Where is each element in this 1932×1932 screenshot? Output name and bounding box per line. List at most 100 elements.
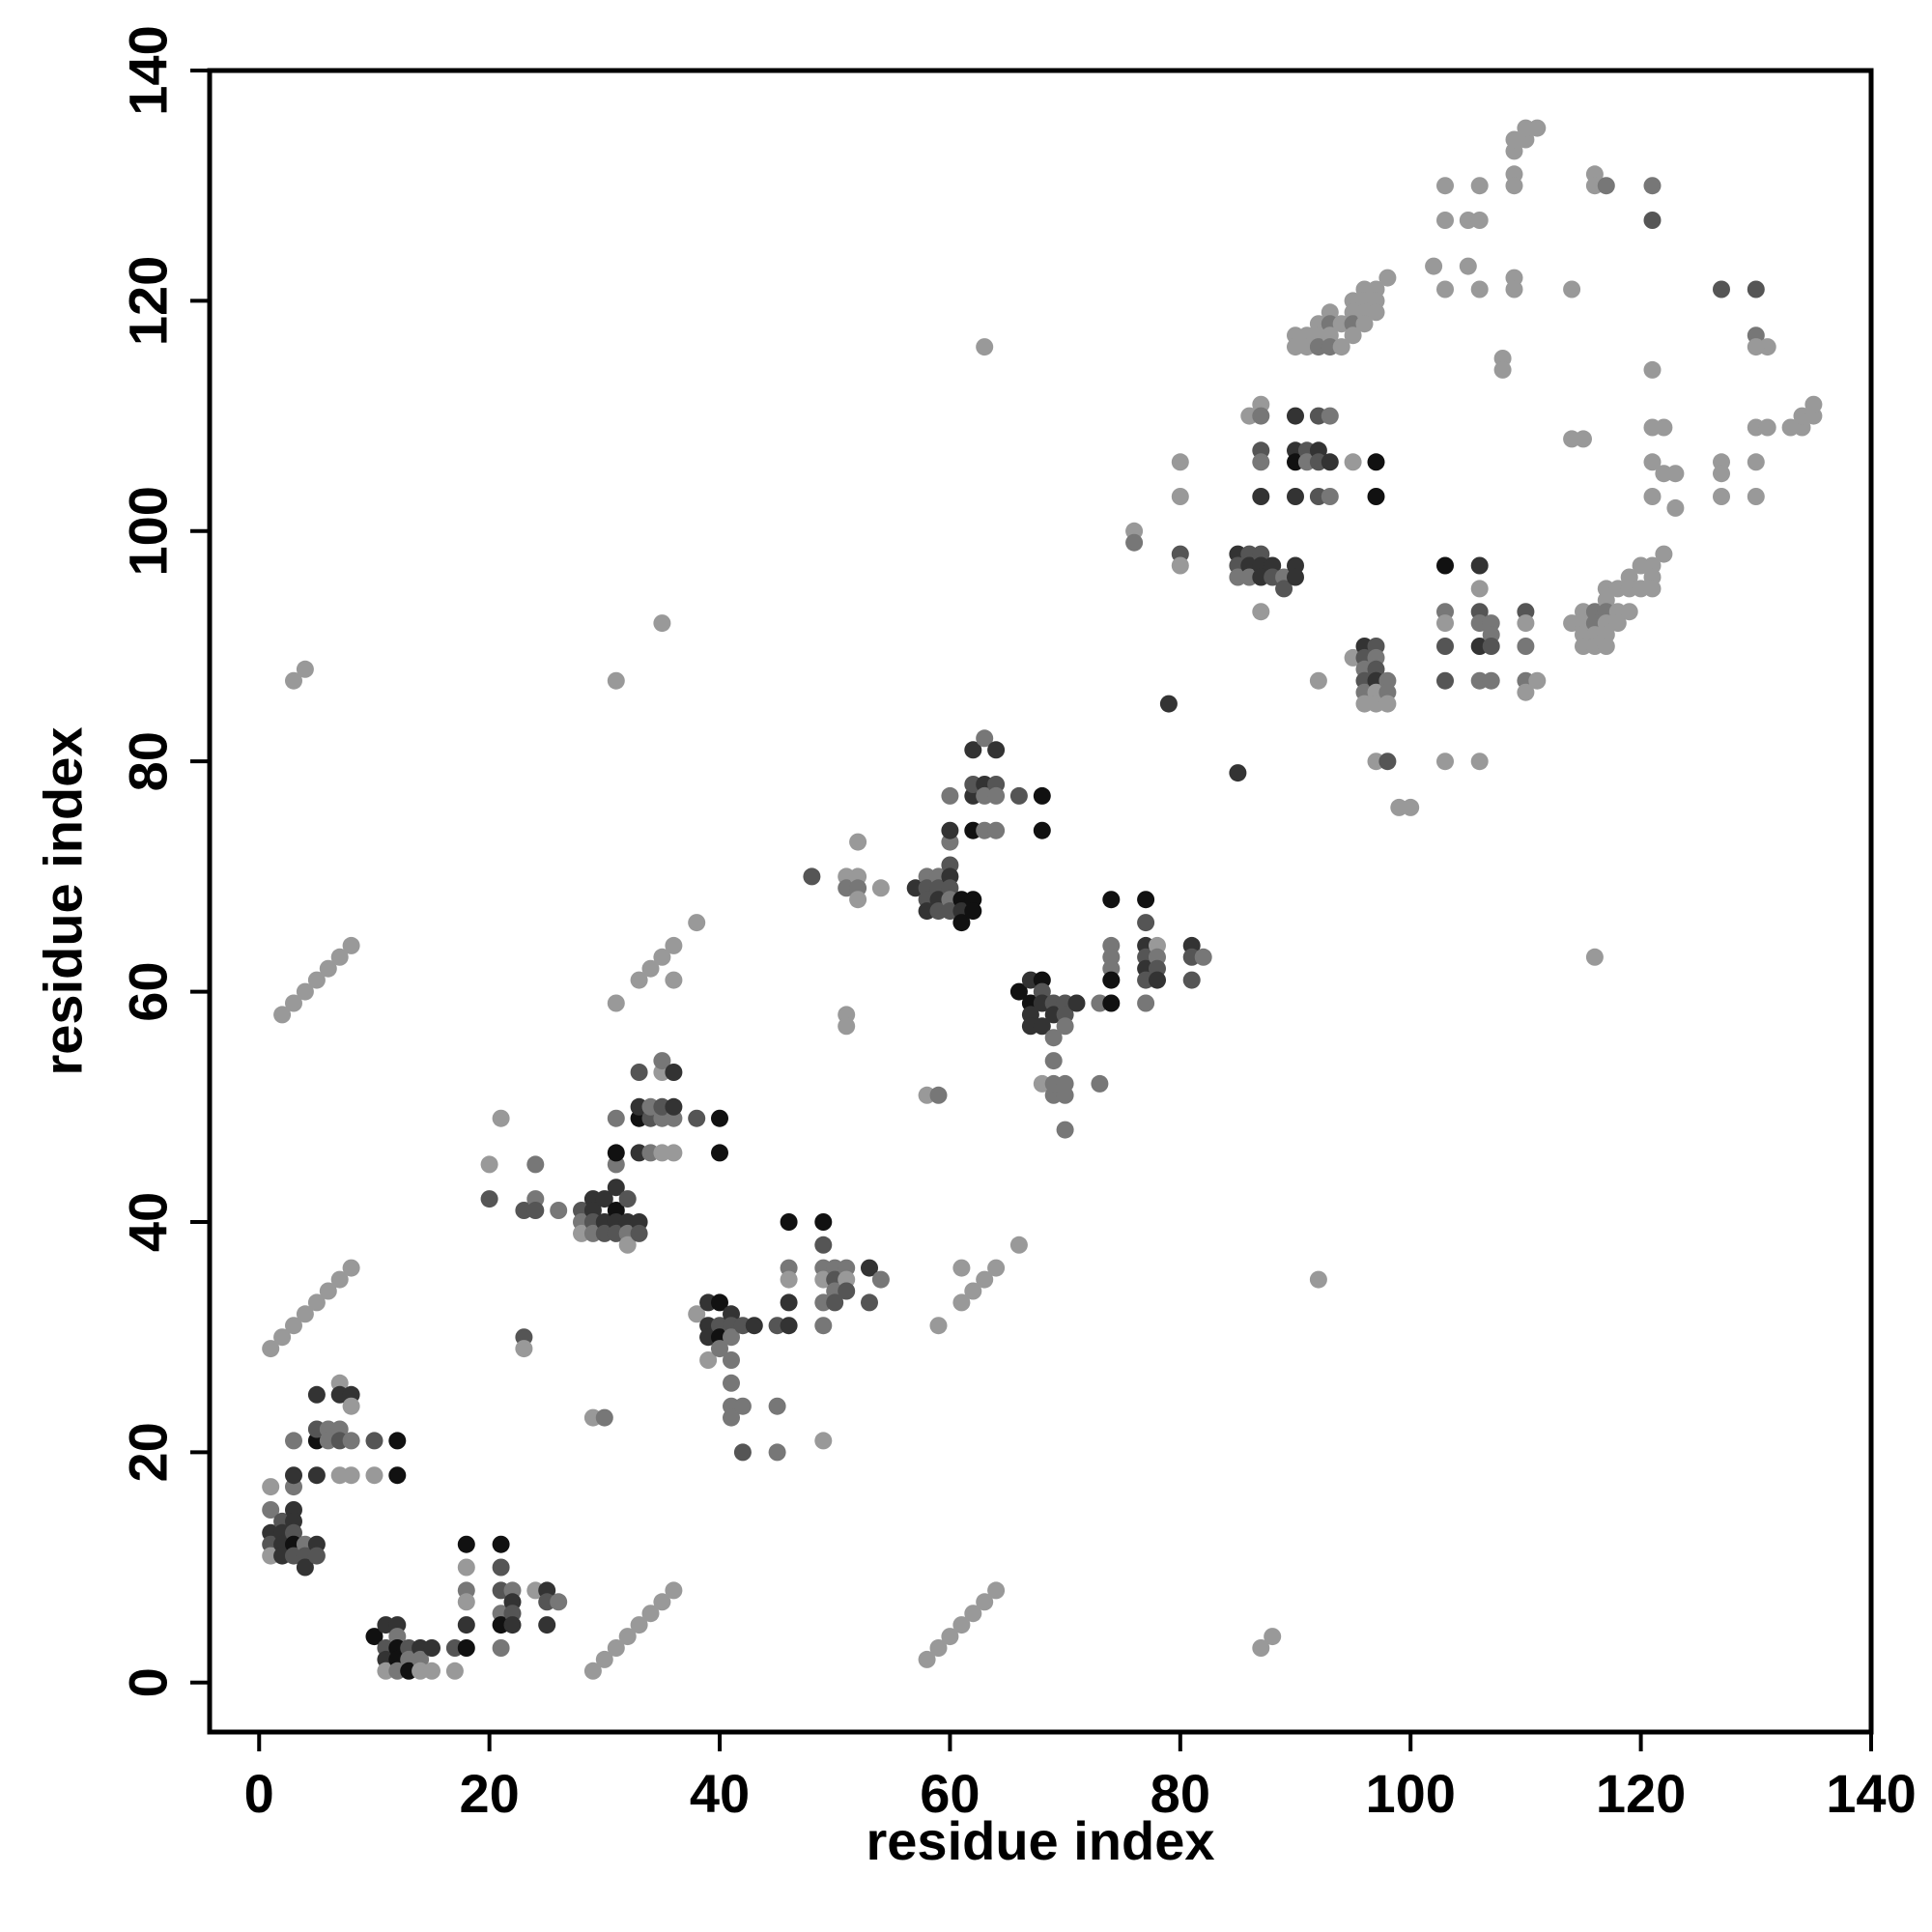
- data-point: [423, 1639, 440, 1657]
- data-point: [699, 1351, 718, 1369]
- data-point: [1747, 488, 1765, 505]
- data-point: [607, 1179, 625, 1197]
- y-axis-title: residue index: [33, 726, 94, 1075]
- data-point: [607, 1109, 625, 1127]
- data-point: [653, 1052, 671, 1070]
- data-point: [1344, 453, 1362, 471]
- data-point: [538, 1616, 556, 1634]
- data-point: [607, 671, 625, 690]
- data-point: [1229, 764, 1247, 782]
- data-point: [480, 1190, 498, 1208]
- data-point: [607, 1144, 625, 1162]
- data-point: [1482, 638, 1500, 655]
- data-point: [1425, 257, 1443, 275]
- data-point: [1009, 982, 1028, 1001]
- data-point: [1321, 407, 1339, 425]
- data-point: [814, 1213, 833, 1231]
- data-point: [1470, 753, 1489, 771]
- data-point: [987, 1259, 1006, 1277]
- data-point: [1436, 753, 1454, 771]
- data-point: [457, 1593, 475, 1611]
- data-point: [296, 660, 314, 678]
- data-point: [1044, 1052, 1063, 1070]
- data-point: [711, 1340, 728, 1358]
- data-point: [723, 1408, 740, 1427]
- data-point: [492, 1535, 510, 1553]
- x-axis-title: residue index: [866, 1810, 1214, 1871]
- data-point: [1171, 488, 1189, 505]
- data-point: [630, 971, 648, 989]
- data-point: [780, 1317, 798, 1335]
- data-point: [964, 902, 982, 921]
- data-point: [929, 1086, 948, 1104]
- data-point: [285, 671, 302, 690]
- data-point: [583, 1662, 602, 1680]
- data-point: [1517, 638, 1535, 655]
- x-tick-label: 100: [1365, 1763, 1455, 1824]
- data-point: [929, 1317, 948, 1335]
- data-point: [262, 1478, 280, 1496]
- data-point: [1321, 488, 1339, 505]
- data-point: [630, 1064, 648, 1081]
- data-point: [780, 1270, 798, 1289]
- data-point: [1528, 119, 1547, 137]
- data-point: [849, 833, 867, 851]
- data-point: [1563, 430, 1581, 448]
- data-point: [665, 1097, 683, 1116]
- data-point: [641, 1605, 660, 1623]
- data-point: [1459, 257, 1477, 275]
- data-point: [296, 982, 314, 1001]
- x-tick-label: 20: [459, 1763, 519, 1824]
- data-point: [1033, 821, 1051, 839]
- data-point: [1182, 971, 1201, 989]
- data-point: [1287, 407, 1304, 425]
- data-point: [319, 1282, 337, 1300]
- x-tick-label: 120: [1596, 1763, 1686, 1824]
- data-point: [1436, 614, 1454, 633]
- data-point: [1137, 994, 1155, 1012]
- data-point: [550, 1202, 568, 1219]
- data-point: [342, 936, 360, 954]
- x-axis: 0 20 40 60 80 100 120 140: [244, 1732, 1917, 1824]
- data-point: [1275, 580, 1293, 598]
- data-point: [1287, 488, 1304, 505]
- data-point: [1402, 798, 1420, 816]
- data-point: [1436, 671, 1454, 690]
- data-point: [952, 1293, 971, 1312]
- data-point: [1067, 994, 1086, 1012]
- data-point: [285, 1432, 302, 1450]
- data-point: [285, 994, 302, 1012]
- scatter-points: [262, 119, 1823, 1680]
- x-tick-label: 0: [244, 1763, 274, 1824]
- x-tick-label: 40: [690, 1763, 750, 1824]
- data-point: [1252, 453, 1270, 471]
- data-point: [665, 1581, 683, 1600]
- data-point: [1125, 533, 1144, 552]
- data-point: [296, 1558, 314, 1577]
- data-point: [607, 1639, 625, 1657]
- data-point: [1747, 338, 1765, 356]
- data-point: [296, 1305, 314, 1323]
- data-point: [1309, 671, 1327, 690]
- data-point: [987, 741, 1006, 759]
- data-point: [780, 1213, 798, 1231]
- data-point: [641, 959, 660, 978]
- data-point: [918, 1650, 936, 1668]
- data-point: [665, 971, 683, 989]
- data-point: [653, 614, 671, 633]
- data-point: [503, 1616, 522, 1634]
- data-point: [1102, 971, 1121, 989]
- data-point: [307, 971, 326, 989]
- data-point: [1159, 695, 1178, 713]
- data-point: [1171, 453, 1189, 471]
- data-point: [665, 1064, 683, 1081]
- data-point: [1091, 1074, 1109, 1093]
- data-point: [1643, 453, 1662, 471]
- data-point: [733, 1443, 752, 1462]
- data-point: [1367, 303, 1385, 322]
- data-point: [1137, 891, 1155, 909]
- data-point: [688, 914, 706, 932]
- y-axis: 0 20 40 60 80 100 120 140: [118, 25, 210, 1697]
- data-point: [307, 1547, 326, 1565]
- data-point: [1643, 212, 1662, 229]
